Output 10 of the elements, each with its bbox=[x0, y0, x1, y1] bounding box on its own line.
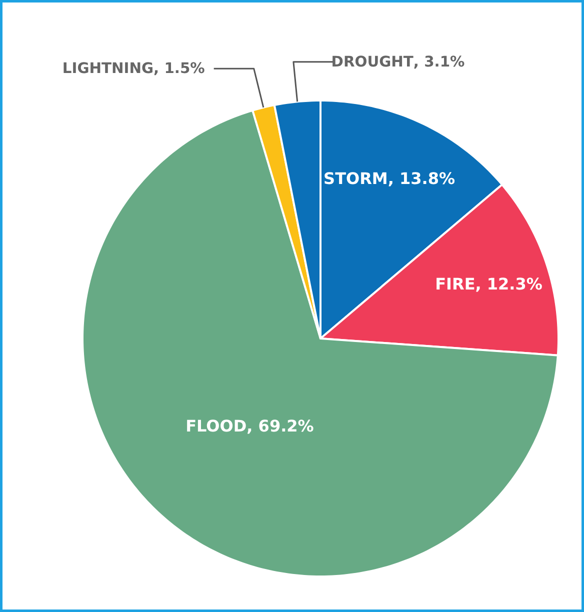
data-label: , 13.8% bbox=[388, 169, 455, 188]
slice-label: STORM bbox=[324, 169, 388, 188]
slice-label: FLOOD bbox=[186, 416, 247, 436]
slice-label: LIGHTNING bbox=[62, 60, 154, 78]
data-label: , 69.2% bbox=[246, 416, 314, 436]
data-label: , 3.1% bbox=[413, 53, 466, 70]
data-label: , 12.3% bbox=[475, 274, 542, 294]
slice-label: DROUGHT bbox=[331, 53, 414, 70]
data-label: , 1.5% bbox=[154, 60, 206, 78]
slice-label: FIRE bbox=[435, 274, 476, 294]
